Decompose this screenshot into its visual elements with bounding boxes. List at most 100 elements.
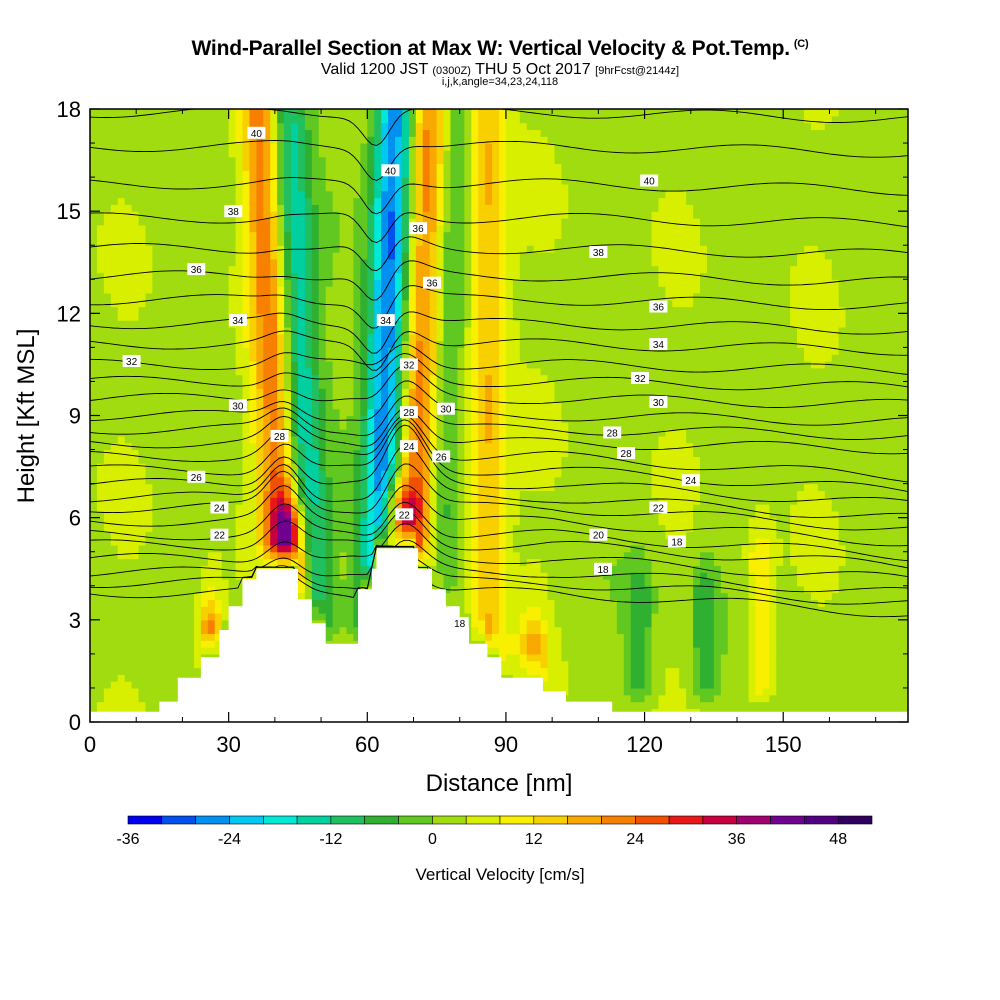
velocity-cell [401, 531, 410, 539]
velocity-cell [249, 211, 257, 219]
velocity-cell [388, 190, 396, 199]
velocity-cell [193, 340, 202, 348]
velocity-cell [401, 313, 410, 321]
velocity-cell [152, 544, 160, 553]
velocity-cell [436, 347, 445, 355]
velocity-cell [422, 272, 431, 280]
velocity-cell [117, 361, 126, 369]
velocity-cell [193, 149, 202, 158]
velocity-cell [96, 544, 105, 553]
velocity-cell [90, 497, 98, 505]
velocity-cell [249, 197, 257, 205]
velocity-cell [193, 483, 202, 492]
velocity-cell [166, 401, 174, 410]
velocity-cell [388, 497, 396, 505]
velocity-cell [138, 224, 147, 233]
velocity-cell [193, 578, 202, 587]
velocity-cell [381, 245, 389, 253]
velocity-cell [443, 565, 452, 573]
velocity-cell [367, 163, 375, 171]
velocity-cell [173, 217, 181, 226]
velocity-cell [110, 565, 119, 573]
velocity-cell [270, 551, 278, 560]
velocity-cell [429, 252, 438, 260]
velocity-cell [110, 292, 119, 301]
velocity-cell [325, 224, 334, 233]
velocity-cell [332, 422, 341, 430]
velocity-cell [249, 252, 257, 260]
velocity-cell [117, 143, 126, 151]
velocity-cell [110, 531, 119, 539]
velocity-cell [311, 347, 320, 355]
velocity-cell [436, 286, 445, 294]
velocity-cell [90, 292, 98, 301]
velocity-cell [110, 694, 119, 703]
velocity-cell [443, 109, 452, 117]
velocity-cell [228, 163, 237, 171]
velocity-cell [145, 653, 153, 662]
velocity-cell [242, 190, 251, 199]
velocity-cell [325, 544, 334, 553]
velocity-cell [471, 585, 479, 594]
velocity-cell [110, 619, 119, 628]
velocity-cell [263, 245, 271, 253]
velocity-cell [367, 572, 375, 580]
velocity-cell [180, 647, 188, 655]
velocity-cell [401, 429, 410, 437]
velocity-cell [346, 388, 355, 396]
velocity-cell [395, 190, 403, 199]
velocity-cell [408, 483, 417, 492]
velocity-cell [166, 585, 174, 594]
velocity-cell [187, 429, 195, 437]
velocity-cell [256, 122, 264, 131]
velocity-cell [450, 238, 458, 246]
velocity-cell [367, 156, 375, 165]
velocity-cell [318, 326, 327, 335]
velocity-cell [166, 163, 174, 171]
velocity-cell [311, 122, 320, 131]
velocity-cell [346, 415, 355, 423]
velocity-cell [297, 163, 306, 171]
velocity-cell [110, 129, 119, 137]
velocity-cell [124, 224, 133, 233]
velocity-cell [339, 190, 348, 199]
velocity-cell [221, 252, 230, 260]
velocity-cell [131, 374, 140, 383]
velocity-cell [311, 183, 320, 192]
velocity-cell [207, 306, 216, 314]
velocity-cell [277, 361, 285, 369]
velocity-cell [131, 367, 140, 376]
velocity-cell [325, 388, 334, 396]
velocity-cell [193, 286, 202, 294]
velocity-cell [138, 347, 147, 355]
velocity-cell [353, 408, 361, 417]
velocity-cell [152, 217, 160, 226]
velocity-cell [429, 497, 438, 505]
velocity-cell [145, 483, 153, 492]
velocity-cell [367, 333, 375, 342]
velocity-cell [408, 279, 417, 287]
velocity-cell [124, 585, 133, 594]
velocity-cell [200, 279, 209, 287]
velocity-cell [429, 170, 438, 178]
velocity-cell [249, 347, 257, 355]
velocity-cell [332, 115, 341, 124]
velocity-cell [436, 476, 445, 485]
velocity-cell [242, 476, 251, 485]
velocity-cell [96, 599, 105, 607]
velocity-cell [291, 504, 299, 512]
velocity-cell [145, 347, 153, 355]
velocity-cell [249, 156, 257, 165]
velocity-cell [436, 367, 445, 376]
velocity-cell [256, 415, 264, 423]
velocity-cell [436, 483, 445, 492]
velocity-cell [422, 163, 431, 171]
velocity-cell [221, 149, 230, 158]
velocity-cell [228, 558, 237, 566]
velocity-cell [187, 286, 195, 294]
velocity-cell [159, 483, 167, 492]
velocity-cell [242, 252, 251, 260]
velocity-cell [277, 177, 285, 185]
velocity-cell [270, 469, 278, 478]
velocity-cell [318, 504, 327, 512]
